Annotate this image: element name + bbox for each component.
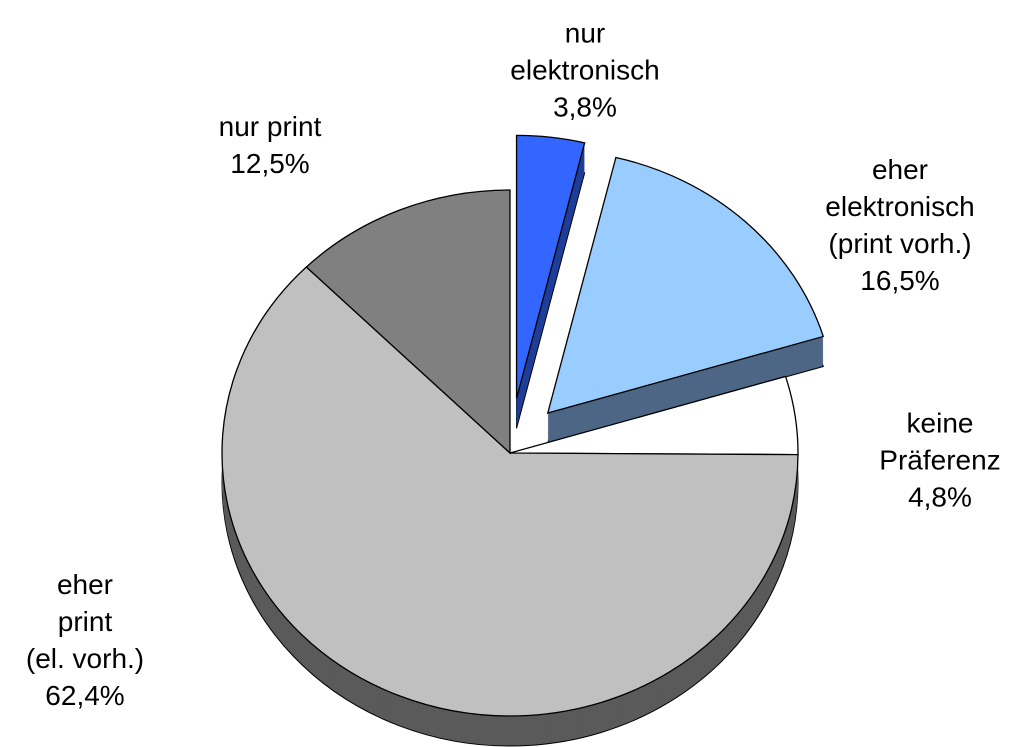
category-label: eher print (el. vorh.) — [25, 569, 145, 674]
slice — [305, 189, 511, 455]
category-label: eher elektronisch (print vorh.) — [825, 154, 975, 259]
value-label: 3,8% — [553, 91, 617, 123]
value-label: 12,5% — [230, 148, 310, 179]
value-label: 16,5% — [860, 265, 940, 296]
slice-label: eher print (el. vorh.) 62,4% — [26, 566, 144, 714]
slice-label: keine Präferenz 4,8% — [879, 405, 1000, 516]
value-label: 4,8% — [908, 481, 972, 513]
slice-label: eher elektronisch (print vorh.) 16,5% — [825, 151, 974, 299]
slice-label: nur print 12,5% — [219, 108, 322, 182]
slice — [221, 266, 799, 717]
value-label: 62,4% — [45, 680, 125, 711]
category-label: nur elektronisch — [510, 17, 660, 86]
slice-label: nur elektronisch 3,8% — [510, 15, 659, 126]
slice — [546, 156, 825, 414]
slice — [515, 134, 586, 399]
category-label: nur print — [218, 111, 322, 142]
category-label: keine Präferenz — [879, 407, 1001, 476]
